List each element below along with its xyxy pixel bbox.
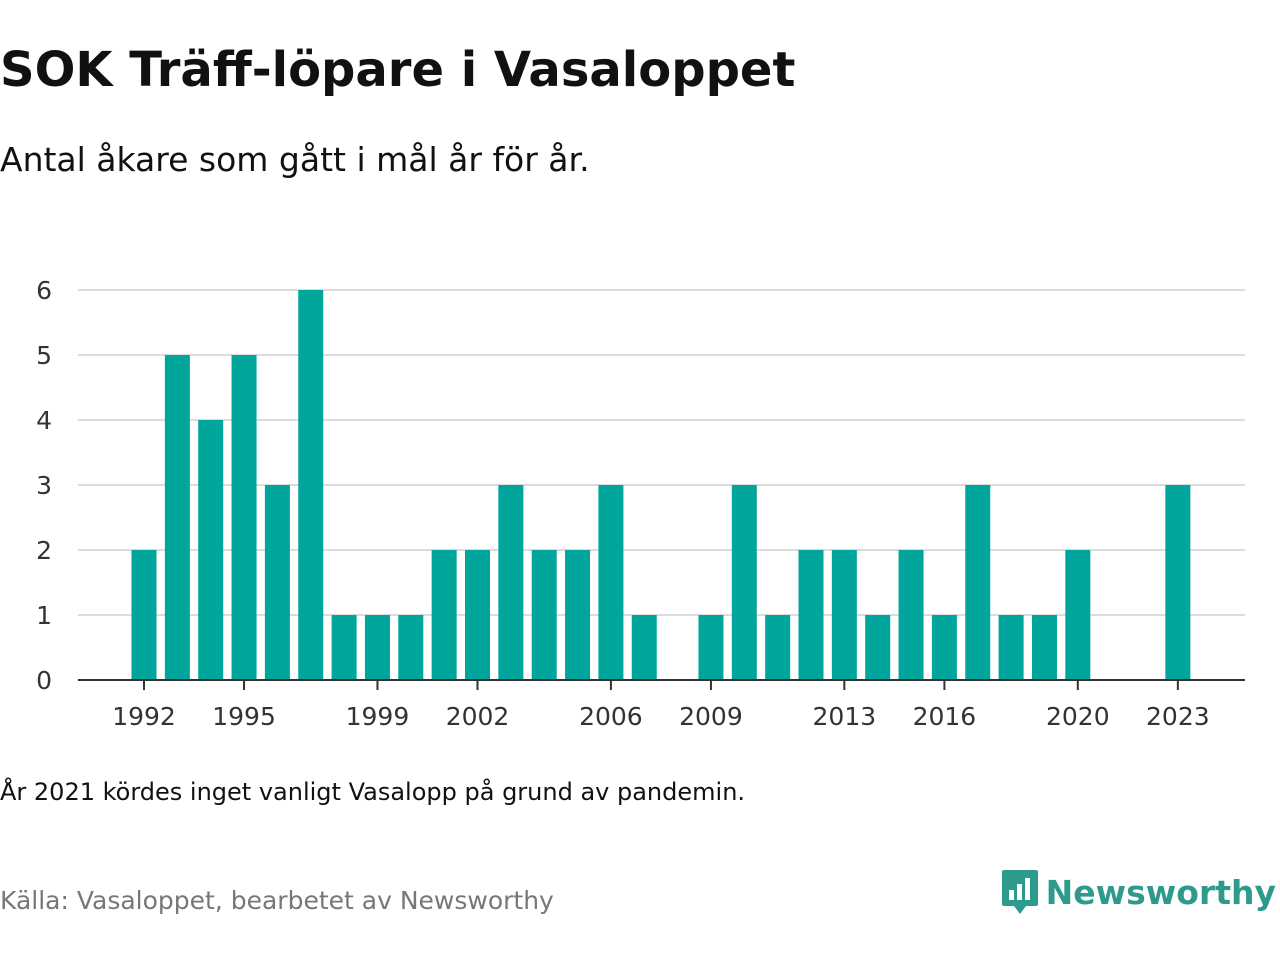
newsworthy-logo[interactable]: Newsworthy xyxy=(1000,868,1276,916)
bars xyxy=(131,290,1191,680)
bar xyxy=(231,355,257,680)
x-tick-label: 2006 xyxy=(579,702,643,731)
bar xyxy=(731,485,757,680)
bar xyxy=(264,485,290,680)
x-tick-label: 2009 xyxy=(679,702,743,731)
bar xyxy=(598,485,624,680)
source-text: Källa: Vasaloppet, bearbetet av Newswort… xyxy=(0,886,554,915)
chart-subtitle: Antal åkare som gått i mål år för år. xyxy=(0,140,590,179)
bar xyxy=(331,615,357,680)
bar xyxy=(298,290,324,680)
bar xyxy=(131,550,157,680)
brand-name: Newsworthy xyxy=(1045,872,1276,912)
x-tick-labels: 1992 1995 1999 2002 2006 2009 2013 2016 2020 2023 xyxy=(112,702,1209,731)
y-tick-label: 3 xyxy=(36,471,52,500)
y-tick-labels: 0 1 2 3 4 5 6 xyxy=(36,276,52,695)
y-tick-label: 1 xyxy=(36,601,52,630)
x-tick-label: 1995 xyxy=(212,702,276,731)
bar xyxy=(965,485,991,680)
x-axis xyxy=(78,679,1245,690)
x-tick-label: 2016 xyxy=(913,702,977,731)
bar xyxy=(631,615,657,680)
y-tick-label: 4 xyxy=(36,406,52,435)
bar xyxy=(865,615,891,680)
x-tick-label: 2002 xyxy=(446,702,510,731)
bar xyxy=(798,550,824,680)
bar xyxy=(1165,485,1191,680)
y-tick-label: 0 xyxy=(36,666,52,695)
bar xyxy=(198,420,224,680)
bar xyxy=(565,550,591,680)
y-tick-label: 2 xyxy=(36,536,52,565)
bar xyxy=(465,550,490,680)
bar xyxy=(531,550,557,680)
bar xyxy=(698,615,724,680)
bar xyxy=(364,615,390,680)
newsworthy-logo-icon xyxy=(1001,870,1038,914)
bar xyxy=(498,485,524,680)
x-tick-label: 1999 xyxy=(346,702,410,731)
bar xyxy=(398,615,424,680)
x-tick-label: 2013 xyxy=(813,702,877,731)
x-tick-label: 2020 xyxy=(1046,702,1110,731)
bar xyxy=(765,615,791,680)
bar xyxy=(431,550,457,680)
x-tick-label: 2023 xyxy=(1146,702,1210,731)
bar xyxy=(1065,550,1091,680)
chart-title: SOK Träff-löpare i Vasaloppet xyxy=(0,42,796,98)
bar xyxy=(898,550,924,680)
y-tick-label: 5 xyxy=(36,341,52,370)
bar xyxy=(1031,615,1057,680)
bar xyxy=(931,615,957,680)
bar xyxy=(831,550,857,680)
bar-chart: 0 1 2 3 4 5 6 1992 1995 1999 2002 2006 2009 2013 2016… xyxy=(36,276,1245,731)
y-tick-label: 6 xyxy=(36,276,52,305)
bar xyxy=(164,355,190,680)
bar xyxy=(998,615,1024,680)
footnote: År 2021 kördes inget vanligt Vasalopp på… xyxy=(0,778,746,806)
x-tick-label: 1992 xyxy=(112,702,176,731)
